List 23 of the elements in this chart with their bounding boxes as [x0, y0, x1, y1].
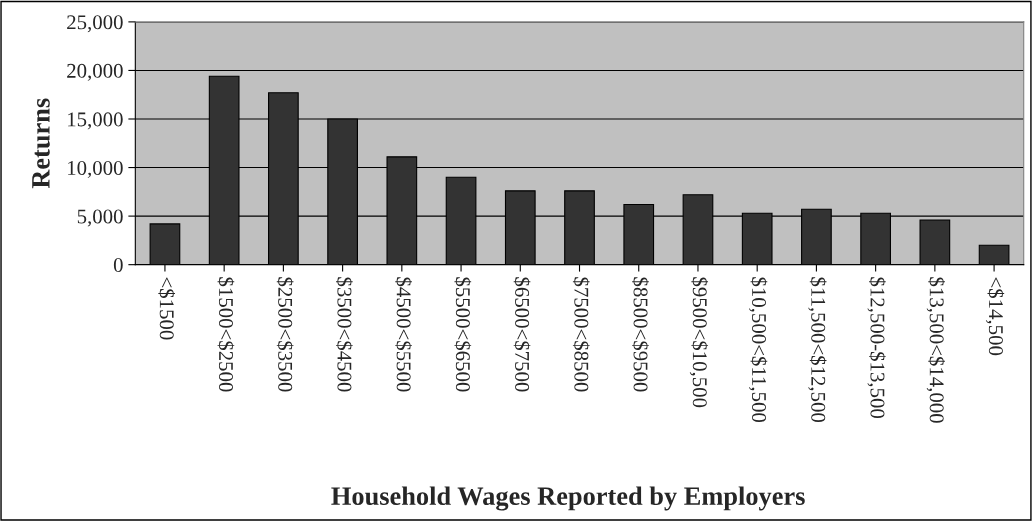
- x-tick-label: $10,500<$11,500: [748, 277, 768, 423]
- x-tick-label: $9500<$10,500: [689, 277, 709, 408]
- x-tick-label: $1500<$2500: [217, 277, 235, 392]
- x-tick-label: <$14,500: [985, 277, 1005, 356]
- x-axis-title: Household Wages Reported by Employers: [331, 486, 805, 511]
- x-tick-label: <$1500: [158, 277, 176, 340]
- x-tick-label: $8500<$9500: [632, 277, 649, 392]
- y-tick-label: 15,000: [68, 112, 123, 130]
- x-tick-label: $13,500<$14,000: [926, 277, 945, 423]
- x-tick-label: $2500<$3500: [276, 277, 294, 392]
- x-tick-label: $6500<$7500: [513, 277, 531, 392]
- x-tick-label: $5500<$6500: [454, 277, 472, 392]
- y-tick-label: 10,000: [68, 160, 123, 178]
- x-tick-label: $12,500-$13,500: [867, 277, 886, 419]
- y-tick-label: 20,000: [67, 63, 123, 81]
- y-tick-label: 0: [113, 258, 123, 273]
- x-tick-label: $11,500<$12,500: [808, 277, 827, 423]
- y-axis-title: Returns: [32, 98, 50, 189]
- y-tick-label: 5,000: [77, 209, 123, 227]
- x-tick-label: $4500<$5500: [395, 277, 412, 392]
- x-tick-label: $7500<$8500: [572, 277, 590, 392]
- x-tick-label: $3500<$4500: [336, 277, 353, 392]
- y-tick-label: 25,000: [67, 15, 123, 33]
